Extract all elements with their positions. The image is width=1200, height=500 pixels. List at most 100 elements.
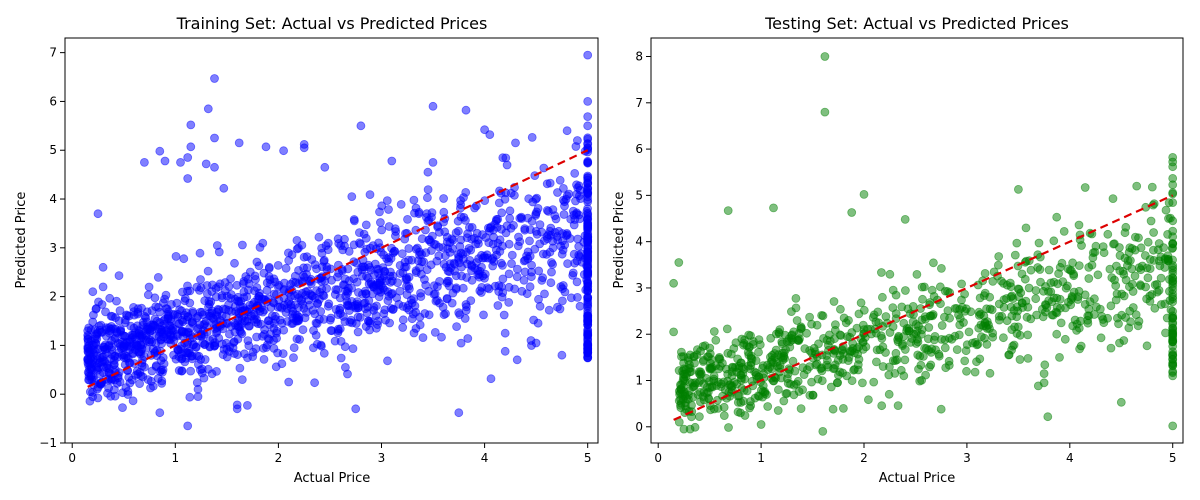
data-point [467,222,477,232]
data-point [913,337,923,347]
data-point [258,343,268,353]
data-point [259,354,269,364]
data-point [994,252,1004,261]
data-point [859,305,869,315]
data-point [583,299,593,309]
data-point [1142,341,1152,351]
data-point [333,234,343,244]
data-point [385,318,395,328]
data-point [511,138,520,148]
data-point [504,269,514,279]
data-point [1168,371,1178,381]
data-point [858,378,867,388]
data-point [456,196,466,205]
data-point [361,233,371,243]
data-point [424,310,434,320]
data-point [312,264,321,274]
data-point [107,336,116,346]
data-point [818,426,828,436]
data-point [440,251,450,261]
data-point [430,327,440,337]
data-point [153,272,163,282]
data-point [1125,243,1135,253]
data-point [432,295,442,305]
data-point [569,220,579,230]
data-point [143,375,153,385]
data-point [1031,294,1041,304]
data-point [89,340,99,350]
data-point [299,272,309,282]
data-point [1137,261,1147,271]
data-point [1145,291,1155,301]
data-point [479,310,488,320]
data-point [383,356,392,366]
x-tick-label: 1 [757,451,765,465]
data-point [88,287,98,297]
data-point [1035,265,1045,274]
data-point [583,348,593,357]
x-tick-label: 5 [1169,451,1177,465]
reference-line [87,149,589,388]
data-point [463,334,473,343]
data-point [1133,321,1143,331]
data-point [355,312,365,322]
data-point [157,367,167,377]
data-point [553,188,562,197]
data-point [1012,329,1022,338]
data-point [583,238,593,248]
data-point [557,350,567,360]
data-point [669,327,678,337]
data-point [180,293,190,303]
data-point [781,389,791,399]
data-point [1150,303,1160,313]
y-tick-label: 4 [635,235,643,249]
data-point [1168,358,1178,368]
data-point [902,326,911,336]
x-tick-label: 2 [860,451,868,465]
data-point [1020,257,1030,267]
data-point [766,333,776,343]
data-point [428,101,438,111]
data-point [257,331,267,341]
data-point [1153,245,1163,255]
data-point [1161,205,1171,215]
data-point [997,276,1006,286]
x-axis-label: Actual Price [879,471,956,486]
data-point [385,271,395,281]
data-point [959,318,968,327]
data-point [985,304,995,314]
data-point [237,240,247,250]
data-point [1168,226,1178,236]
data-point [769,203,778,213]
data-point [426,246,436,255]
data-point [884,389,894,399]
data-point [885,269,895,279]
data-point [118,403,127,413]
data-point [1014,292,1024,302]
data-point [492,222,502,232]
data-point [457,262,466,272]
data-point [480,269,490,279]
data-point [778,353,788,363]
data-point [1052,329,1062,339]
data-point [754,335,764,345]
data-point [1048,310,1058,320]
data-point [340,362,350,372]
data-point [975,293,985,303]
data-point [226,290,236,299]
data-point [141,313,151,323]
data-point [1090,247,1100,257]
data-point [1145,255,1155,264]
data-point [239,349,249,359]
data-point [282,316,292,326]
data-point [985,368,995,378]
data-point [232,280,242,290]
data-point [961,346,971,356]
data-point [200,296,210,306]
data-point [185,323,195,333]
data-point [504,239,514,249]
data-point [703,387,713,397]
data-point [864,395,873,405]
data-point [1092,302,1101,312]
data-point [277,359,287,369]
